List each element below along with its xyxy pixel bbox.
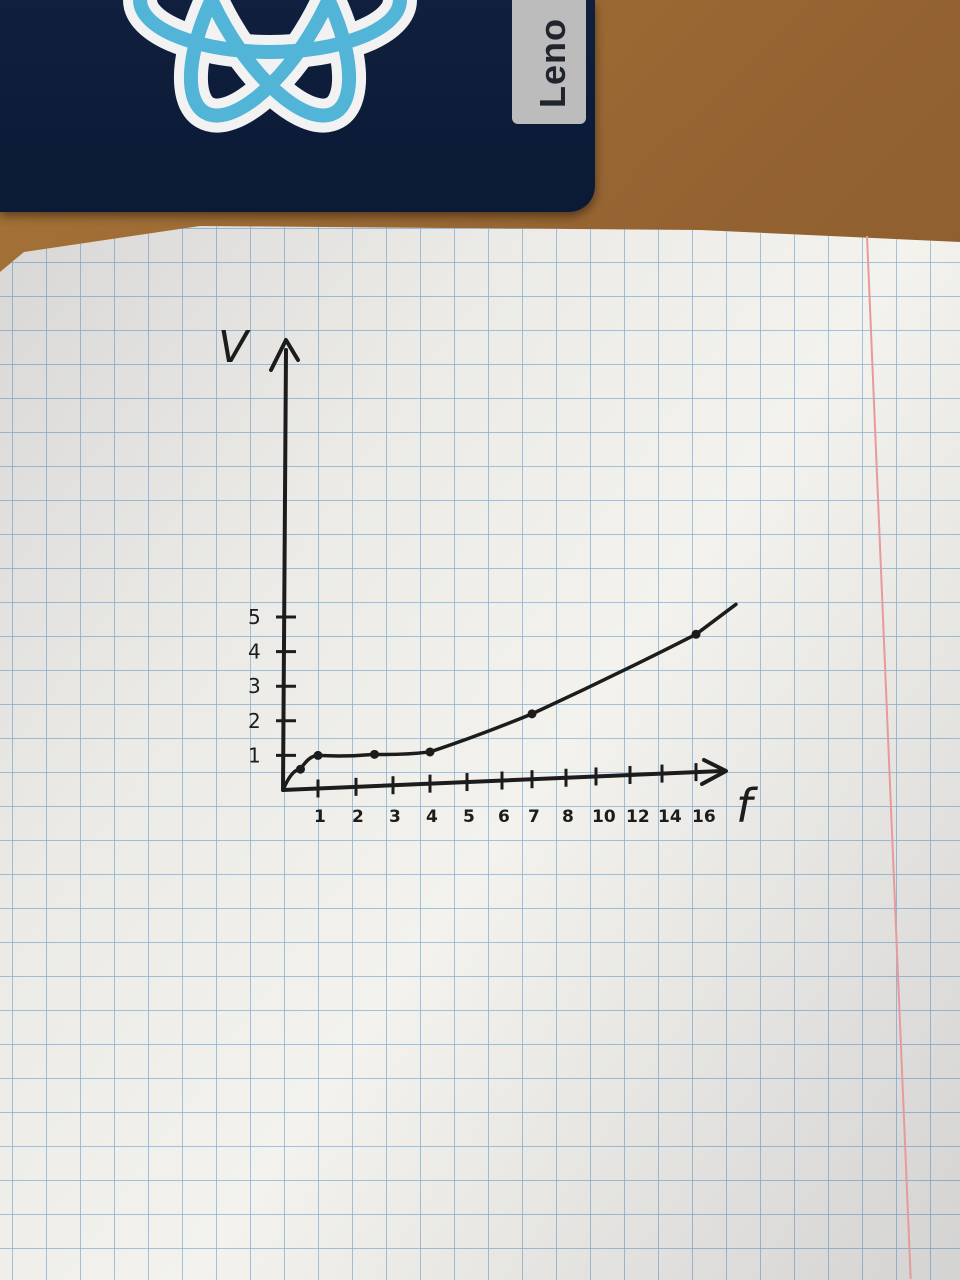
chart-labels: V f xyxy=(218,322,758,833)
x-tick-label-8: 8 xyxy=(562,807,574,827)
light-shadow xyxy=(0,226,960,1280)
data-point-6 xyxy=(691,629,701,639)
y-axis-arrow xyxy=(269,338,300,372)
notebook-page xyxy=(0,212,960,1280)
data-point-2 xyxy=(313,750,323,760)
x-tick-label-2: 2 xyxy=(352,807,364,827)
chart-axes xyxy=(269,338,728,792)
x-tick-label-12: 12 xyxy=(626,807,650,827)
x-tick-label-10: 10 xyxy=(592,807,616,827)
x-tick-label-6: 6 xyxy=(498,807,510,827)
y-axis-label: V xyxy=(218,322,251,373)
series-line xyxy=(281,602,738,792)
x-tick-label-4: 4 xyxy=(426,807,438,827)
y-tick-label-2: 2 xyxy=(248,709,261,733)
y-tick-label-3: 3 xyxy=(248,674,261,698)
x-tick-label-5: 5 xyxy=(463,807,475,827)
brand-badge: Leno xyxy=(512,0,586,124)
x-tick-label-16: 16 xyxy=(692,807,716,827)
laptop-lid: Leno xyxy=(0,0,595,212)
y-axis-line xyxy=(281,348,288,792)
x-axis-arrow xyxy=(700,758,728,786)
data-point-1 xyxy=(296,764,305,774)
x-tick-label-3: 3 xyxy=(389,807,401,827)
y-tick-label-4: 4 xyxy=(248,640,261,664)
y-tick-label-5: 5 xyxy=(248,605,261,629)
y-tick-label-1: 1 xyxy=(248,743,261,767)
x-axis-label: f xyxy=(736,779,758,833)
x-tick-label-7: 7 xyxy=(528,807,540,827)
x-tick-label-14: 14 xyxy=(658,807,682,827)
data-point-4 xyxy=(425,747,435,757)
grid-paper xyxy=(0,226,960,1280)
data-point-3 xyxy=(370,749,379,759)
data-point-5 xyxy=(527,709,537,719)
x-tick-label-1: 1 xyxy=(314,807,326,827)
chart-series xyxy=(281,602,738,792)
atom-sticker-icon xyxy=(123,0,417,133)
